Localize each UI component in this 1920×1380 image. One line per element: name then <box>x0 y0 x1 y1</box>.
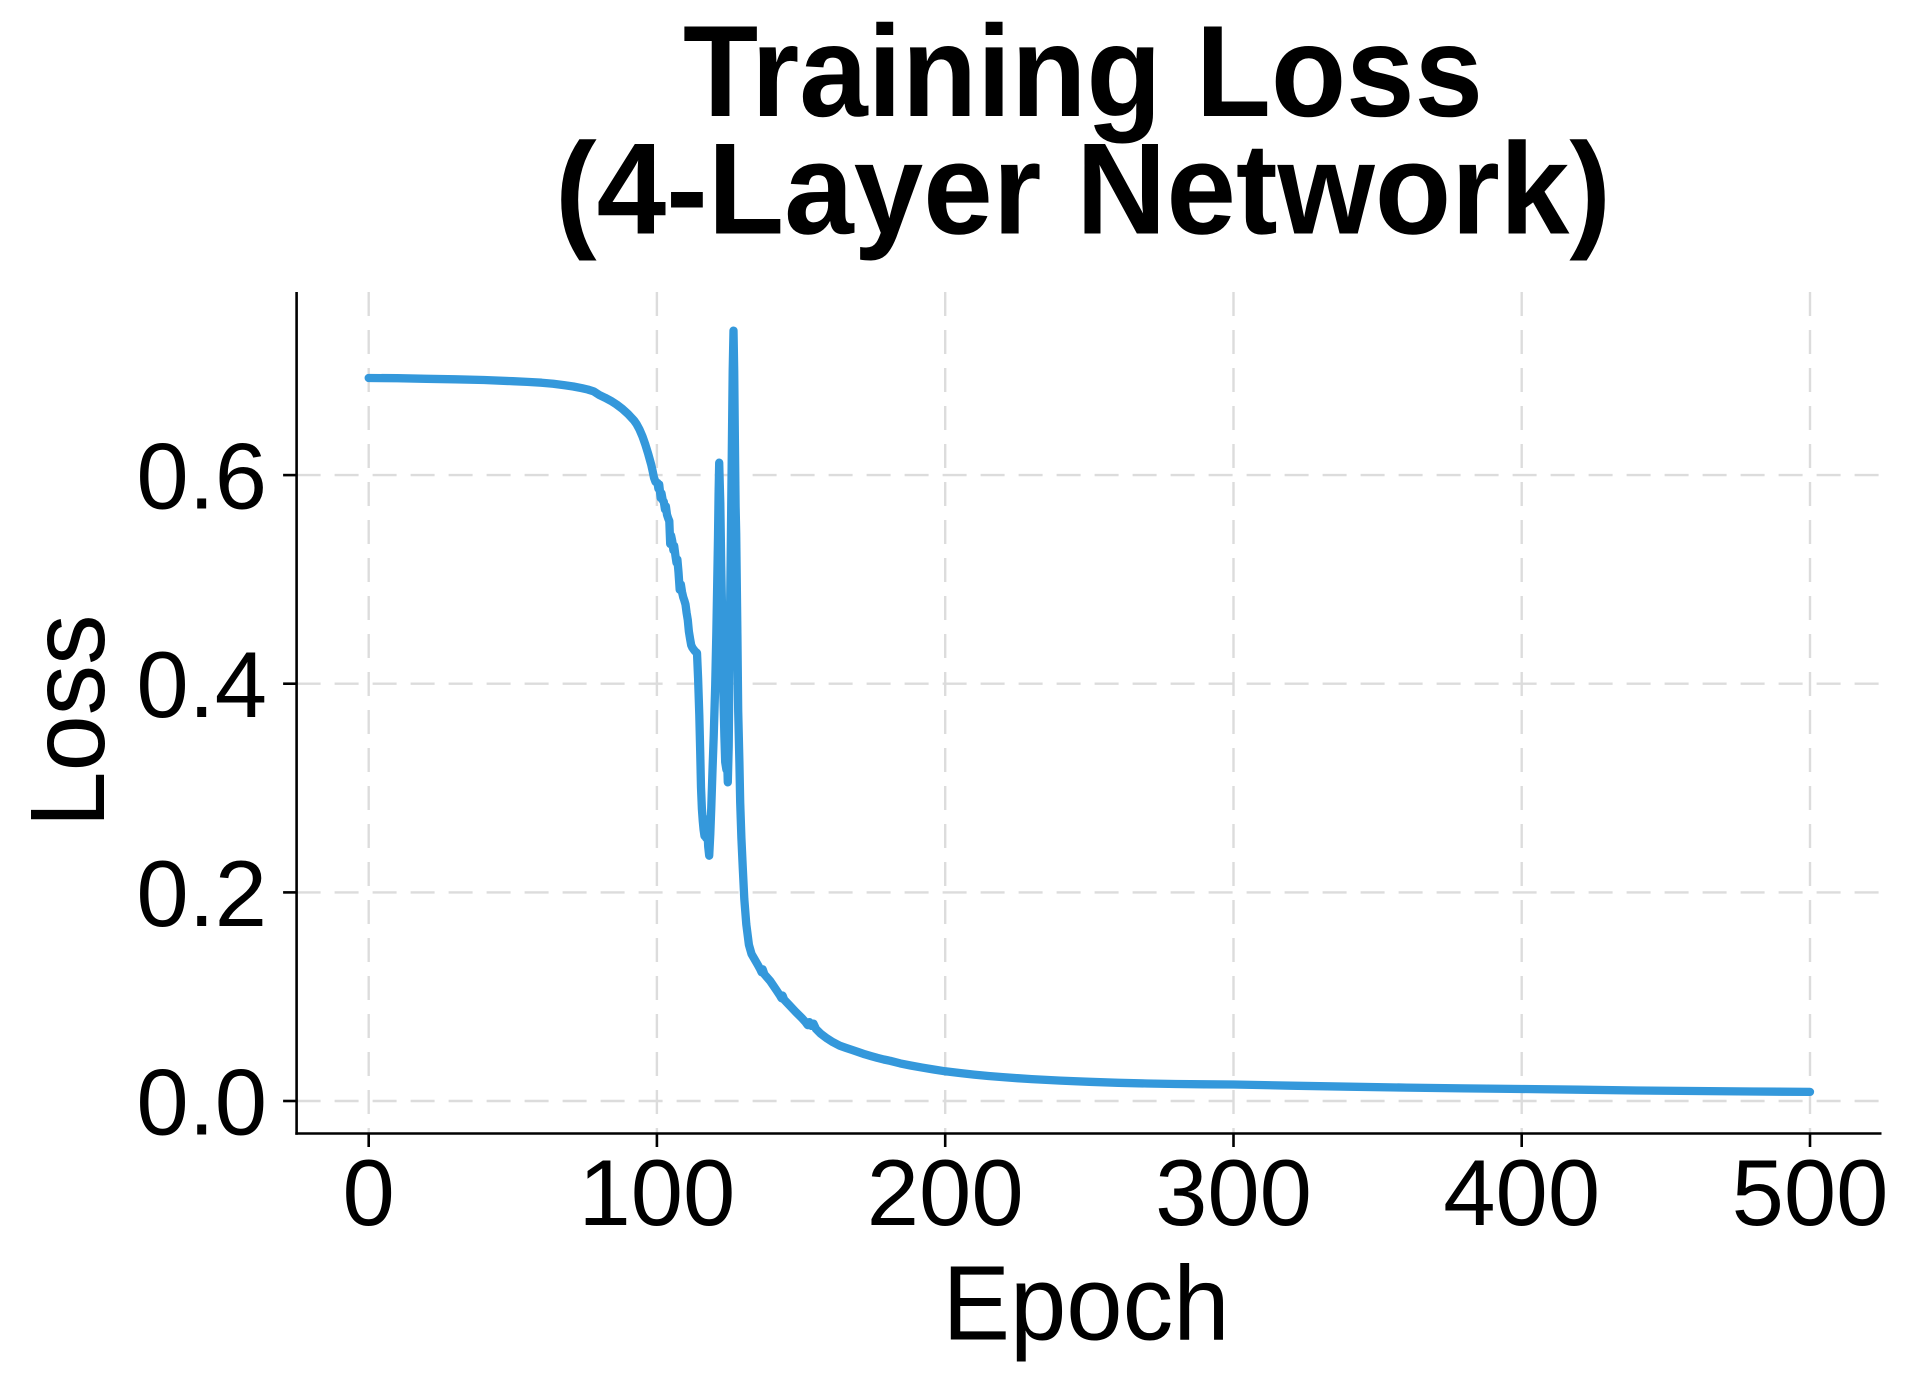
svg-text:0.6: 0.6 <box>136 424 267 529</box>
svg-text:0: 0 <box>343 1140 395 1245</box>
svg-text:0.0: 0.0 <box>136 1049 267 1154</box>
svg-text:0.4: 0.4 <box>136 632 267 737</box>
svg-text:Training Loss: Training Loss <box>683 0 1483 144</box>
svg-text:Epoch: Epoch <box>943 1244 1230 1362</box>
svg-text:300: 300 <box>1155 1140 1312 1245</box>
svg-text:0.2: 0.2 <box>136 841 267 946</box>
svg-text:(4-Layer Network): (4-Layer Network) <box>555 116 1611 262</box>
svg-text:100: 100 <box>578 1140 735 1245</box>
svg-text:Loss: Loss <box>9 615 127 828</box>
svg-text:400: 400 <box>1443 1140 1600 1245</box>
svg-text:500: 500 <box>1732 1140 1889 1245</box>
svg-text:200: 200 <box>867 1140 1024 1245</box>
